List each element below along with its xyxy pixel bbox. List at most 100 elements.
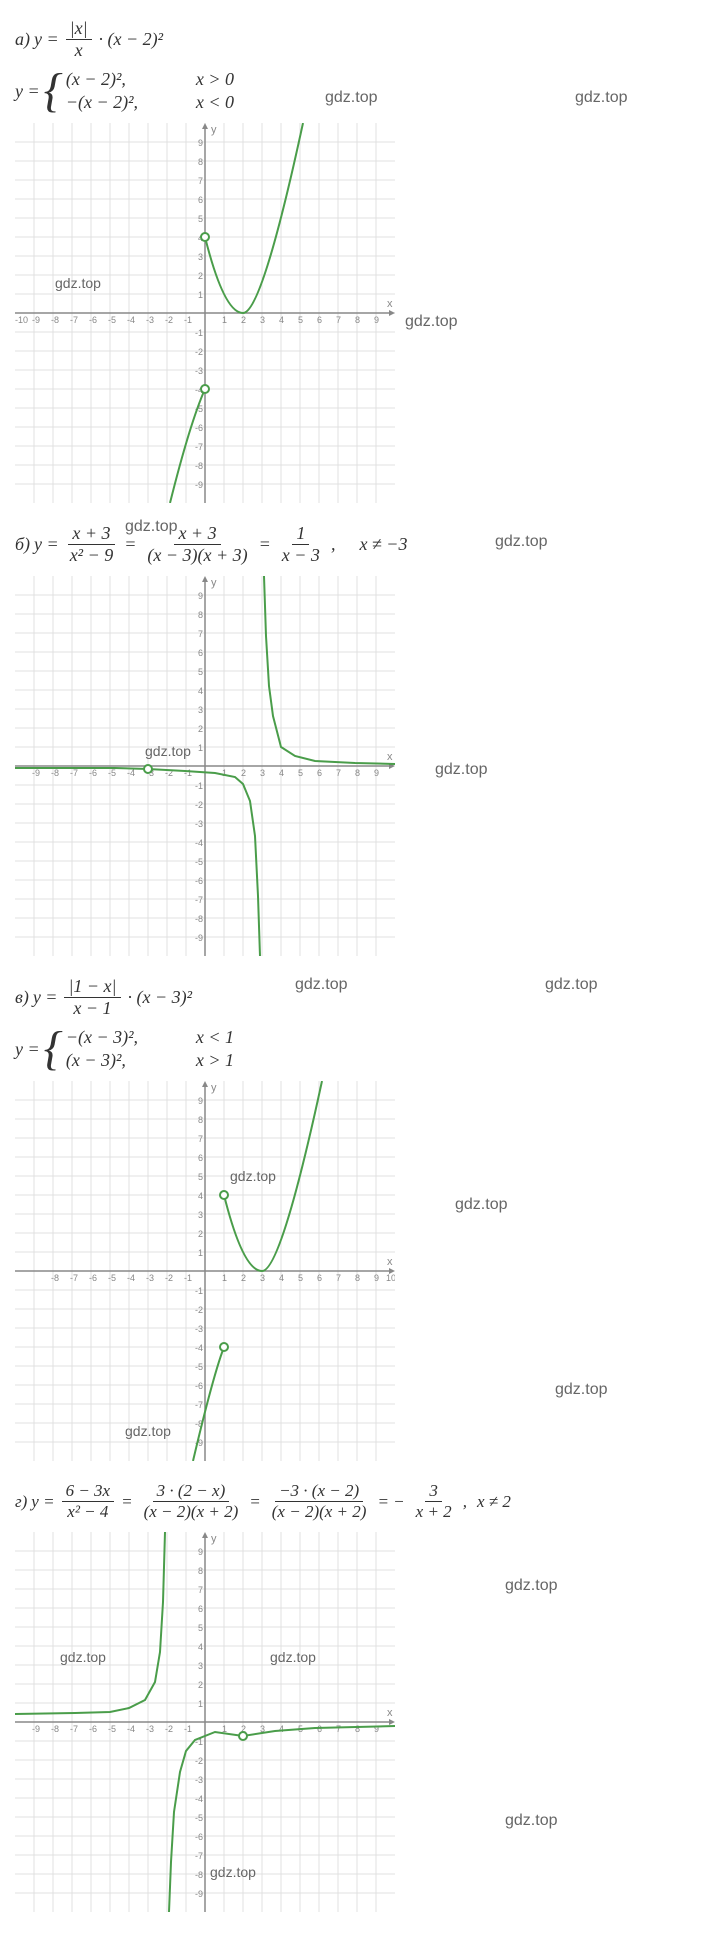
svg-text:-1: -1	[184, 1724, 192, 1734]
svg-text:6: 6	[317, 315, 322, 325]
problem-a-piecewise: y = { (x − 2)², x > 0 −(x − 2)², x < 0 g…	[15, 69, 693, 113]
svg-text:gdz.top: gdz.top	[125, 1423, 171, 1439]
svg-text:5: 5	[298, 768, 303, 778]
svg-text:x: x	[387, 1256, 393, 1268]
svg-text:x: x	[387, 298, 393, 310]
watermark-text: gdz.top	[455, 1196, 507, 1214]
svg-text:-3: -3	[146, 1273, 154, 1283]
left-brace-icon: {	[44, 1029, 63, 1069]
svg-text:-5: -5	[195, 1362, 203, 1372]
curve-b-left	[15, 768, 260, 956]
watermark-text: gdz.top	[405, 313, 457, 331]
svg-text:3: 3	[198, 1661, 203, 1671]
svg-text:-5: -5	[108, 768, 116, 778]
svg-text:7: 7	[198, 1585, 203, 1595]
svg-text:6: 6	[198, 648, 203, 658]
svg-text:-4: -4	[195, 838, 203, 848]
svg-text:8: 8	[198, 1115, 203, 1125]
graph-c: -8-7-6-5-4-3-2-1 12345678910 -1-2-3-4-5-…	[15, 1081, 693, 1461]
svg-text:-7: -7	[195, 1400, 203, 1410]
watermark-text: gdz.top	[575, 89, 627, 107]
label-b: б)	[15, 534, 30, 555]
watermark-text: gdz.top	[505, 1812, 557, 1830]
svg-text:9: 9	[374, 768, 379, 778]
svg-text:7: 7	[336, 1724, 341, 1734]
svg-text:-9: -9	[195, 933, 203, 943]
open-point-icon	[220, 1191, 228, 1199]
svg-text:-5: -5	[108, 1273, 116, 1283]
svg-text:1: 1	[222, 768, 227, 778]
svg-text:-4: -4	[127, 315, 135, 325]
svg-text:x: x	[387, 751, 393, 763]
fraction: |x| x	[66, 18, 92, 61]
svg-text:4: 4	[279, 1724, 284, 1734]
svg-text:6: 6	[317, 1724, 322, 1734]
svg-text:-10: -10	[15, 315, 28, 325]
svg-text:-4: -4	[127, 1273, 135, 1283]
svg-text:-8: -8	[51, 315, 59, 325]
problem-c-main-eq: в) y = |1 − x|x − 1 · (x − 3)² gdz.top g…	[15, 976, 693, 1019]
svg-text:-7: -7	[195, 895, 203, 905]
svg-text:-5: -5	[195, 1813, 203, 1823]
problem-c: в) y = |1 − x|x − 1 · (x − 3)² gdz.top g…	[15, 976, 693, 1461]
svg-text:-7: -7	[70, 1273, 78, 1283]
svg-text:-3: -3	[195, 819, 203, 829]
svg-text:-6: -6	[89, 315, 97, 325]
open-point-icon	[220, 1343, 228, 1351]
open-point-icon	[239, 1732, 247, 1740]
svg-text:gdz.top: gdz.top	[270, 1649, 316, 1665]
svg-text:-1: -1	[184, 1273, 192, 1283]
svg-text:-7: -7	[195, 442, 203, 452]
svg-text:7: 7	[198, 176, 203, 186]
svg-text:1: 1	[222, 315, 227, 325]
arrow-right-icon	[389, 310, 395, 316]
problem-c-piecewise: y = { −(x − 3)²,x < 1 (x − 3)²,x > 1	[15, 1027, 693, 1071]
problem-a: а) y = |x| x · (x − 2)² y = { (x − 2)², …	[15, 18, 693, 503]
svg-text:3: 3	[198, 252, 203, 262]
watermark-text: gdz.top	[505, 1577, 557, 1595]
svg-text:-6: -6	[195, 1832, 203, 1842]
svg-text:3: 3	[198, 1210, 203, 1220]
svg-text:1: 1	[198, 290, 203, 300]
svg-text:-1: -1	[195, 1286, 203, 1296]
svg-text:5: 5	[198, 214, 203, 224]
svg-text:gdz.top: gdz.top	[210, 1864, 256, 1880]
svg-text:-6: -6	[195, 876, 203, 886]
svg-text:-2: -2	[195, 800, 203, 810]
svg-text:5: 5	[198, 1172, 203, 1182]
left-brace-icon: {	[44, 71, 63, 111]
svg-text:6: 6	[198, 1153, 203, 1163]
svg-text:3: 3	[260, 1273, 265, 1283]
open-point-icon	[201, 233, 209, 241]
svg-text:-8: -8	[51, 768, 59, 778]
svg-text:9: 9	[374, 315, 379, 325]
svg-text:4: 4	[279, 768, 284, 778]
svg-text:-3: -3	[146, 315, 154, 325]
curve-b-right	[264, 576, 395, 764]
svg-text:9: 9	[198, 1096, 203, 1106]
svg-text:-4: -4	[195, 1794, 203, 1804]
svg-text:5: 5	[298, 1273, 303, 1283]
svg-text:-8: -8	[51, 1724, 59, 1734]
svg-text:-5: -5	[108, 1724, 116, 1734]
svg-text:8: 8	[355, 1724, 360, 1734]
svg-text:-4: -4	[195, 1343, 203, 1353]
watermark-text: gdz.top	[545, 976, 597, 994]
svg-text:-5: -5	[108, 315, 116, 325]
svg-text:-1: -1	[184, 768, 192, 778]
open-point-icon	[201, 385, 209, 393]
svg-text:y: y	[211, 1533, 217, 1545]
svg-text:-8: -8	[195, 461, 203, 471]
svg-text:-8: -8	[51, 1273, 59, 1283]
svg-text:-6: -6	[89, 768, 97, 778]
svg-text:-3: -3	[195, 1775, 203, 1785]
svg-text:y: y	[211, 1082, 217, 1094]
problem-d-eq: г) y = 6 − 3xx² − 4 = 3 · (2 − x)(x − 2)…	[15, 1481, 693, 1522]
svg-text:-3: -3	[146, 1724, 154, 1734]
svg-text:1: 1	[222, 1273, 227, 1283]
svg-text:7: 7	[336, 315, 341, 325]
svg-text:2: 2	[241, 1273, 246, 1283]
svg-text:1: 1	[198, 1248, 203, 1258]
svg-text:7: 7	[198, 1134, 203, 1144]
svg-text:2: 2	[241, 768, 246, 778]
